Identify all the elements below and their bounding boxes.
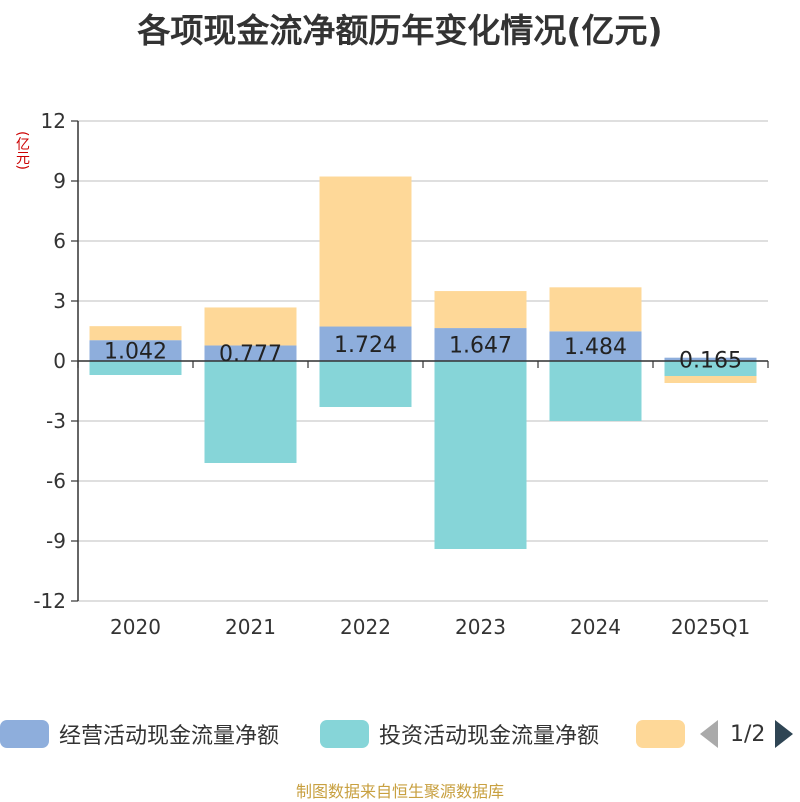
legend-page-indicator: 1/2 [730, 721, 766, 747]
data-source-footer: 制图数据来自恒生聚源数据库 [295, 782, 504, 801]
y-tick-label: 6 [53, 229, 66, 253]
axes [71, 120, 769, 602]
bar-series-0-2022[interactable] [319, 326, 412, 361]
y-axis-unit: (亿元) [14, 130, 30, 170]
bar-series-2-2023[interactable] [434, 291, 527, 329]
x-tick-label: 2020 [110, 615, 161, 639]
legend-item-third[interactable] [636, 712, 695, 756]
bar-data-label: 1.484 [564, 335, 627, 360]
bar-data-label: 1.647 [449, 334, 512, 359]
labels: 12 9 6 3 0 -3 -6 -9 -12 2020 2021 2022 2023 2024 2025Q… [33, 109, 750, 639]
legend-item-investing[interactable]: 投资活动现金流量净额 [320, 712, 599, 756]
y-tick-label: 12 [41, 109, 66, 133]
bar-data-label: 1.042 [104, 340, 167, 365]
legend-swatch-operating [0, 720, 49, 748]
bar-series-2-2025Q1[interactable] [664, 376, 757, 383]
bar-series-1-2021[interactable] [204, 361, 297, 463]
legend-next-icon[interactable] [775, 720, 794, 748]
y-tick-label: 3 [53, 289, 66, 313]
y-tick-label: -9 [46, 529, 66, 553]
bar-series-0-2023[interactable] [434, 328, 527, 361]
legend-pager: 1/2 [700, 712, 794, 756]
y-tick-label: -3 [46, 409, 66, 433]
bar-data-label: 0.165 [679, 348, 742, 373]
legend-label-operating: 经营活动现金流量净额 [59, 724, 280, 749]
chart-canvas: 12 9 6 3 0 -3 -6 -9 -12 2020 2021 2022 2023 2024 2025Q… [33, 109, 769, 639]
bar-data-label: 0.777 [219, 342, 282, 367]
legend-swatch-third [636, 720, 685, 748]
legend-swatch-investing [320, 720, 369, 748]
bar-series-1-2025Q1[interactable] [664, 361, 757, 376]
bar-series-2-2024[interactable] [549, 287, 642, 332]
legend: 经营活动现金流量净额 投资活动现金流量净额 [0, 712, 800, 756]
legend-item-operating[interactable]: 经营活动现金流量净额 [0, 712, 279, 756]
y-tick-label: 9 [53, 169, 66, 193]
bar-data-label: 1.724 [334, 333, 397, 358]
bars [89, 176, 757, 549]
bar-series-2-2020[interactable] [89, 326, 182, 341]
bar-series-2-2022[interactable] [319, 176, 412, 327]
x-tick-label: 2022 [340, 615, 391, 639]
bar-series-0-2020[interactable] [89, 340, 182, 361]
y-tick-label: 0 [53, 349, 66, 373]
x-tick-label: 2021 [225, 615, 276, 639]
bar-series-1-2020[interactable] [89, 361, 182, 375]
y-tick-label: -6 [46, 469, 66, 493]
bar-series-2-2021[interactable] [204, 307, 297, 346]
x-tick-label: 2024 [570, 615, 621, 639]
x-tick-label: 2023 [455, 615, 506, 639]
legend-prev-icon[interactable] [700, 720, 718, 748]
chart-title: 各项现金流净额历年变化情况(亿元) [137, 11, 663, 50]
grid-lines [78, 120, 768, 602]
bar-series-0-2025Q1[interactable] [664, 357, 757, 361]
bar-series-1-2023[interactable] [434, 361, 527, 549]
x-tick-label: 2025Q1 [671, 615, 750, 639]
bar-series-0-2024[interactable] [549, 331, 642, 361]
bar-series-0-2021[interactable] [204, 345, 297, 361]
bar-series-1-2022[interactable] [319, 361, 412, 407]
legend-label-investing: 投资活动现金流量净额 [379, 724, 600, 749]
bar-series-1-2024[interactable] [549, 361, 642, 421]
y-tick-label: -12 [33, 589, 66, 613]
